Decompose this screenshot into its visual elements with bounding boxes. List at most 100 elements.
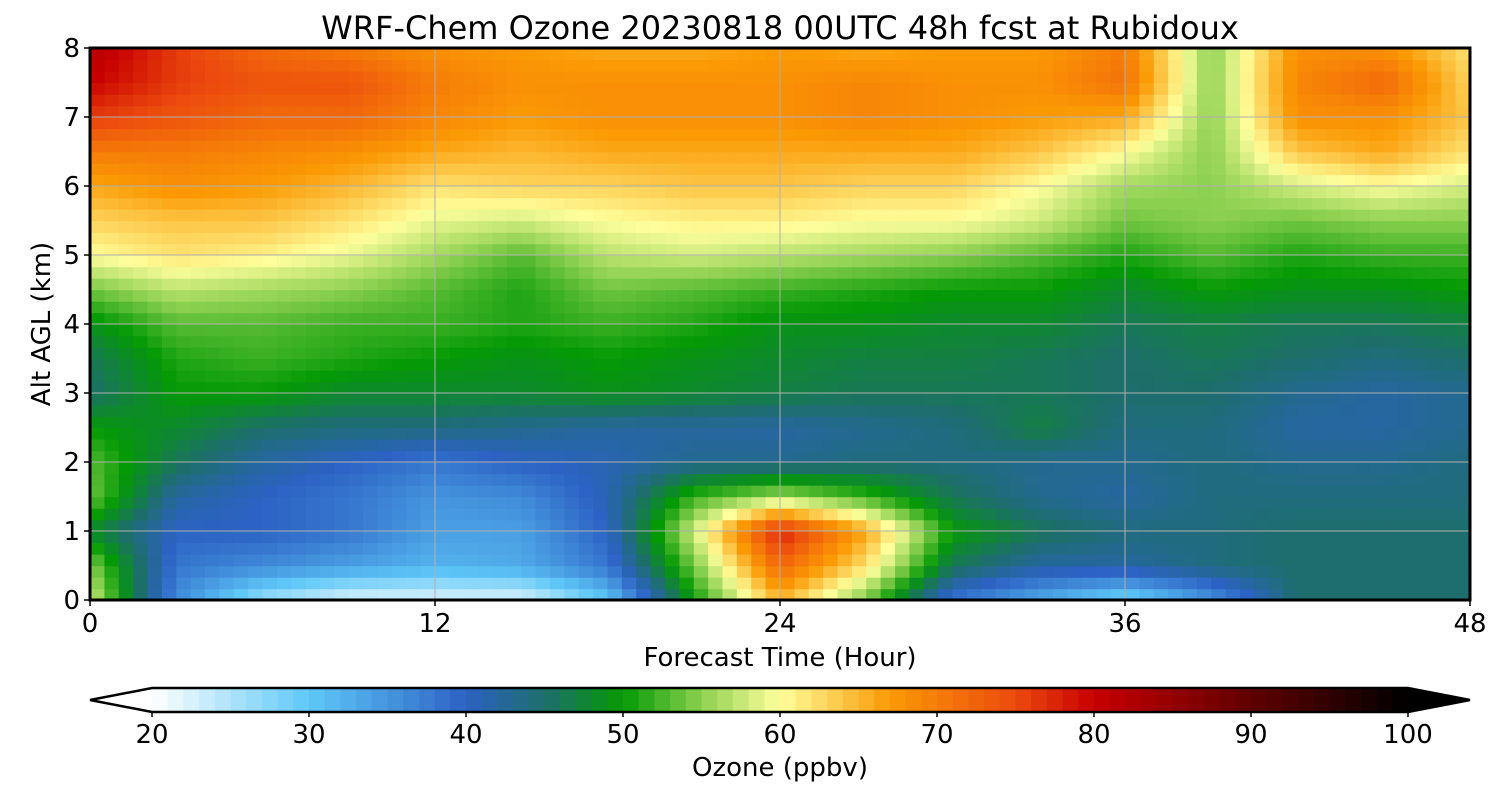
heatmap-cell xyxy=(1125,404,1141,417)
heatmap-cell xyxy=(679,496,695,509)
heatmap-cell xyxy=(1441,519,1457,532)
heatmap-cell xyxy=(305,473,321,486)
heatmap-cell xyxy=(1340,117,1356,130)
heatmap-cell xyxy=(233,289,249,302)
heatmap-cell xyxy=(320,255,336,268)
heatmap-cell xyxy=(938,140,954,153)
heatmap-cell xyxy=(1096,301,1112,314)
heatmap-cell xyxy=(147,186,163,199)
heatmap-cell xyxy=(104,186,120,199)
heatmap-cell xyxy=(1225,301,1241,314)
heatmap-cell xyxy=(363,577,379,590)
heatmap-cell xyxy=(923,140,939,153)
heatmap-cell xyxy=(1168,565,1184,578)
heatmap-cell xyxy=(1355,140,1371,153)
heatmap-cell xyxy=(938,197,954,210)
heatmap-cell xyxy=(219,427,235,440)
heatmap-cell xyxy=(923,71,939,84)
heatmap-cell xyxy=(104,381,120,394)
heatmap-cell xyxy=(794,151,810,164)
heatmap-cell xyxy=(981,117,997,130)
heatmap-cell xyxy=(449,554,465,567)
heatmap-cell xyxy=(1383,82,1399,95)
heatmap-cell xyxy=(492,462,508,475)
heatmap-cell xyxy=(1153,289,1169,302)
heatmap-cell xyxy=(593,335,609,348)
heatmap-cell xyxy=(521,496,537,509)
heatmap-cell xyxy=(794,427,810,440)
heatmap-cell xyxy=(1081,289,1097,302)
heatmap-cell xyxy=(133,485,149,498)
heatmap-cell xyxy=(305,105,321,118)
heatmap-cell xyxy=(1369,427,1385,440)
heatmap-cell xyxy=(1398,163,1414,176)
heatmap-cell xyxy=(1153,209,1169,222)
heatmap-cell xyxy=(449,347,465,360)
heatmap-cell xyxy=(909,209,925,222)
heatmap-cell xyxy=(305,220,321,233)
heatmap-cell xyxy=(578,209,594,222)
heatmap-cell xyxy=(1024,335,1040,348)
heatmap-cell xyxy=(1441,232,1457,245)
heatmap-cell xyxy=(593,427,609,440)
heatmap-cell xyxy=(837,496,853,509)
heatmap-cell xyxy=(1153,255,1169,268)
heatmap-cell xyxy=(736,71,752,84)
heatmap-cell xyxy=(981,439,997,452)
heatmap-cell xyxy=(636,174,652,187)
heatmap-cell xyxy=(679,289,695,302)
heatmap-cell xyxy=(938,186,954,199)
heatmap-cell xyxy=(708,243,724,256)
heatmap-cell xyxy=(420,324,436,337)
heatmap-cell xyxy=(90,151,106,164)
heatmap-cell xyxy=(1081,381,1097,394)
heatmap-cell xyxy=(736,358,752,371)
heatmap-cell xyxy=(1196,266,1212,279)
heatmap-cell xyxy=(1196,82,1212,95)
heatmap-cell xyxy=(1383,220,1399,233)
heatmap-cell xyxy=(1081,496,1097,509)
heatmap-cell xyxy=(607,347,623,360)
heatmap-cell xyxy=(219,485,235,498)
heatmap-cell xyxy=(866,485,882,498)
heatmap-cell xyxy=(1340,59,1356,72)
heatmap-cell xyxy=(161,186,177,199)
heatmap-cell xyxy=(607,439,623,452)
heatmap-cell xyxy=(851,174,867,187)
heatmap-cell xyxy=(463,151,479,164)
heatmap-cell xyxy=(1010,519,1026,532)
heatmap-cell xyxy=(823,335,839,348)
heatmap-cell xyxy=(1398,105,1414,118)
heatmap-cell xyxy=(506,209,522,222)
heatmap-cell xyxy=(118,485,134,498)
heatmap-cell xyxy=(1096,450,1112,463)
heatmap-cell xyxy=(679,335,695,348)
heatmap-cell xyxy=(765,450,781,463)
heatmap-cell xyxy=(837,347,853,360)
heatmap-cell xyxy=(1240,140,1256,153)
heatmap-cell xyxy=(1340,370,1356,383)
heatmap-cell xyxy=(808,186,824,199)
heatmap-cell xyxy=(1441,278,1457,291)
heatmap-cell xyxy=(133,140,149,153)
heatmap-cell xyxy=(550,255,566,268)
heatmap-cell xyxy=(1182,151,1198,164)
heatmap-cell xyxy=(377,565,393,578)
heatmap-cell xyxy=(276,519,292,532)
heatmap-cell xyxy=(1125,255,1141,268)
heatmap-cell xyxy=(636,232,652,245)
heatmap-cell xyxy=(1211,335,1227,348)
heatmap-cell xyxy=(535,186,551,199)
heatmap-cell xyxy=(578,140,594,153)
heatmap-cell xyxy=(693,347,709,360)
heatmap-cell xyxy=(535,485,551,498)
heatmap-cell xyxy=(938,105,954,118)
heatmap-cell xyxy=(981,71,997,84)
heatmap-cell xyxy=(1398,519,1414,532)
heatmap-cell xyxy=(262,519,278,532)
heatmap-cell xyxy=(966,128,982,141)
heatmap-cell xyxy=(578,577,594,590)
heatmap-cell xyxy=(909,220,925,233)
heatmap-cell xyxy=(1297,404,1313,417)
heatmap-cell xyxy=(851,358,867,371)
